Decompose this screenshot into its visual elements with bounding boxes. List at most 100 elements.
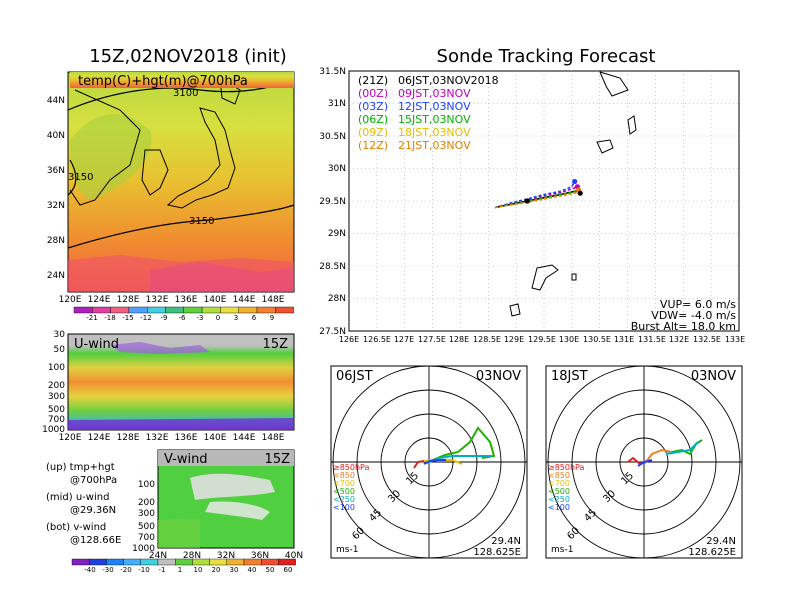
hodo-legend-item: <500 bbox=[548, 487, 570, 496]
u-lon-tick: 132E bbox=[146, 433, 169, 443]
v-wind-panel: V-wind 15Z 100 200 300 500 700 1000 24N … bbox=[132, 449, 303, 561]
track-lon-ticks: 126E 126.5E 127E 127.5E 128E 128.5E 129E… bbox=[339, 335, 745, 344]
left-title: 15Z,02NOV2018 (init) bbox=[89, 46, 287, 67]
v-p-tick: 500 bbox=[138, 522, 155, 532]
wind-colorbar-label: -20 bbox=[120, 566, 131, 574]
island bbox=[509, 303, 521, 317]
wind-colorbar-swatch bbox=[243, 558, 262, 566]
colorbar-swatch bbox=[220, 306, 239, 314]
wind-colorbar-label: 10 bbox=[194, 566, 203, 574]
colorbar-swatch bbox=[110, 306, 130, 314]
u-p-tick: 30 bbox=[54, 330, 66, 340]
u-wind-panel: U-wind 15Z 30 50 100 200 300 500 700 100… bbox=[42, 330, 295, 443]
track-marker bbox=[524, 198, 530, 204]
hodo-trace-low bbox=[413, 460, 425, 469]
height-contour-3150-left bbox=[67, 159, 77, 196]
wind-colorbar-label: -40 bbox=[84, 566, 95, 574]
colorbar-label: -18 bbox=[104, 314, 115, 322]
track-marker bbox=[577, 190, 583, 196]
hodo-legend-item: <250 bbox=[548, 495, 570, 504]
hodo-right-time: 18JST bbox=[551, 369, 588, 384]
note-mid: (mid) u-wind bbox=[46, 492, 109, 503]
hodo-left-date: 03NOV bbox=[476, 369, 521, 384]
hodo-legend-item: <100 bbox=[333, 503, 355, 512]
u-p-tick: 50 bbox=[54, 345, 66, 355]
legend-tag: (21Z) bbox=[358, 74, 388, 87]
hodo-left-lat: 29.4N bbox=[491, 536, 521, 547]
hodo-trace-top bbox=[425, 455, 492, 464]
wind-colorbar-swatch bbox=[261, 558, 279, 566]
hodograph-right: 18JST 03NOV 15 30 45 60 ms-1 29.4N 128.6… bbox=[545, 365, 743, 559]
colorbar-swatch bbox=[256, 306, 276, 314]
map-lon-tick: 148E bbox=[262, 295, 285, 305]
wind-colorbar-swatch bbox=[226, 558, 245, 566]
u-p-tick: 700 bbox=[48, 415, 65, 425]
v-wind-label: V-wind bbox=[164, 452, 208, 467]
hodo-legend-item: <100 bbox=[548, 503, 570, 512]
map-lon-tick: 140E bbox=[204, 295, 227, 305]
track-lat-tick: 29.5N bbox=[319, 197, 346, 207]
hodo-legend-item: ≥850hPa bbox=[333, 463, 370, 472]
u-lon-tick: 148E bbox=[262, 433, 285, 443]
note-bot: (bot) v-wind bbox=[46, 522, 106, 533]
wind-colorbar-swatch bbox=[209, 558, 228, 566]
island bbox=[531, 264, 559, 291]
legend-text: 21JST,03NOV bbox=[398, 139, 471, 152]
legend-text: 06JST,03NOV2018 bbox=[398, 74, 499, 87]
u-p-tick: 1000 bbox=[42, 425, 65, 435]
coastline bbox=[166, 107, 236, 209]
map-lon-tick: 136E bbox=[175, 295, 198, 305]
u-p-tick: 100 bbox=[48, 363, 65, 373]
hodo-legend-item: <500 bbox=[333, 487, 355, 496]
u-lon-tick: 120E bbox=[59, 433, 82, 443]
colorbar-label: -15 bbox=[122, 314, 133, 322]
wind-colorbar-swatch bbox=[123, 558, 141, 566]
wind-colorbar-swatch bbox=[157, 558, 176, 566]
legend-tag: (12Z) bbox=[358, 139, 388, 152]
track-lat-tick: 30.5N bbox=[319, 132, 346, 142]
legend-tag: (00Z) bbox=[358, 87, 388, 100]
contour-label-3150: 3150 bbox=[189, 216, 214, 227]
wind-colorbar-swatch bbox=[192, 558, 210, 566]
hodo-legend-item: <850 bbox=[333, 471, 355, 480]
hodo-trace-mid bbox=[645, 448, 673, 463]
note-bot-level: @128.66E bbox=[70, 535, 121, 546]
v-lat-tick: 28N bbox=[183, 551, 201, 561]
map-lat-tick: 24N bbox=[47, 271, 65, 281]
hodo-trace-top bbox=[665, 441, 699, 455]
track-marker bbox=[572, 178, 578, 185]
v-lat-tick: 36N bbox=[251, 551, 269, 561]
map-lon-ticks: 120E 124E 128E 132E 136E 140E 144E 148E bbox=[59, 295, 285, 305]
colorbar-swatch bbox=[238, 306, 258, 314]
wind-colorbar-label: -30 bbox=[102, 566, 113, 574]
track-lon-tick: 131E bbox=[614, 335, 634, 344]
hodo-legend-item: ≥850hPa bbox=[548, 463, 585, 472]
u-wind-label: U-wind bbox=[74, 337, 119, 352]
hodo-legend-item: <250 bbox=[333, 495, 355, 504]
hodo-left-legend: ≥850hPa <850 <700 <500 <250 <100 bbox=[333, 463, 370, 512]
hodo-right-lon: 128.625E bbox=[688, 547, 736, 558]
colorbar-swatch bbox=[183, 306, 203, 314]
u-lon-tick: 136E bbox=[175, 433, 198, 443]
wind-colorbar: -40 -30 -20 -10 -1 1 10 20 30 40 50 60 bbox=[71, 558, 296, 574]
colorbar-swatch bbox=[146, 306, 166, 314]
track-lon-tick: 127E bbox=[394, 335, 414, 344]
hodo-trace-blue bbox=[423, 459, 446, 465]
map-lon-tick: 144E bbox=[233, 295, 256, 305]
track-lon-tick: 126.5E bbox=[363, 335, 391, 344]
hodo-left-time: 06JST bbox=[336, 369, 373, 384]
track-series-line bbox=[494, 189, 579, 209]
colorbar-label: 0 bbox=[216, 314, 220, 322]
height-contour-3150 bbox=[67, 204, 295, 249]
u-lon-tick: 128E bbox=[117, 433, 140, 443]
wind-colorbar-label: 20 bbox=[212, 566, 221, 574]
u-p-tick: 200 bbox=[48, 381, 65, 391]
temp-height-map: temp(C)+hgt(m)@700hPa 3100 3150 3150 44N… bbox=[47, 71, 295, 305]
track-lon-tick: 132E bbox=[669, 335, 689, 344]
legend-text: 18JST,03NOV bbox=[398, 126, 471, 139]
wind-colorbar-label: -10 bbox=[138, 566, 149, 574]
wind-colorbar-swatch bbox=[88, 558, 107, 566]
v-p-tick: 100 bbox=[138, 480, 155, 490]
track-legend: (21Z) 06JST,03NOV2018 (00Z) 09JST,03NOV … bbox=[358, 74, 499, 152]
